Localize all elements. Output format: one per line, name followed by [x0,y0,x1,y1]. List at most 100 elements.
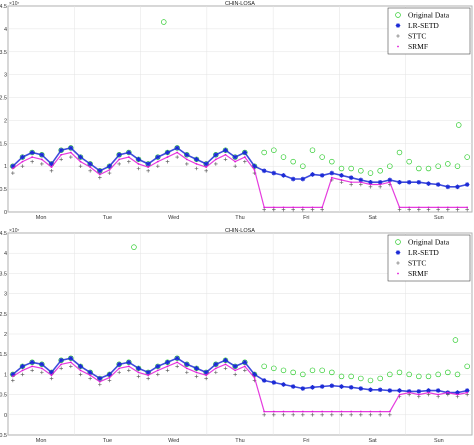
data-point [49,161,54,167]
data-point [243,365,246,368]
data-point [378,413,382,417]
data-point [261,378,267,383]
data-point [319,154,325,160]
data-point [445,369,451,376]
data-point [435,163,441,169]
data-point [437,206,440,209]
data-point [426,388,431,393]
data-point [69,155,73,159]
data-point [348,373,354,380]
data-point [406,158,412,165]
data-point [271,365,277,372]
data-point [243,159,247,164]
data-point [184,152,190,158]
data-point [282,410,285,413]
data-point [466,391,469,394]
data-point [340,410,343,413]
data-point [69,151,72,154]
x-tick-label: Tue [103,215,112,221]
data-point [224,363,227,366]
data-point [348,385,354,390]
data-point [300,371,306,378]
outlier-point [131,244,137,250]
data-point [339,180,344,185]
chart-title: CHIN-LOSA [225,1,255,7]
x-tick-label: Sun [434,438,444,444]
y-tick-label: 3.5 [0,271,7,277]
data-point [77,154,84,160]
legend-marker [395,239,401,245]
data-point [417,206,420,209]
data-point [446,207,450,212]
data-point [454,163,461,169]
y-tick-label: 1.5 [0,352,7,358]
x-tick-label: Fri [303,215,309,221]
x-tick-label: Wed [168,438,179,444]
data-point [358,177,364,183]
data-point [147,166,150,169]
data-point [78,372,83,377]
data-point [136,366,141,371]
data-point [271,170,277,176]
y-exponent-label: ×10⁷ [9,228,19,234]
data-point [426,207,431,212]
data-point [175,155,179,159]
data-point [40,158,43,161]
data-point [359,181,362,184]
data-point [147,374,150,377]
data-point [78,364,83,369]
y-tick-label: 4.5 [0,4,7,10]
data-point [368,179,373,185]
data-point [234,160,237,163]
data-point [117,370,121,375]
data-point [435,371,441,378]
legend-label: LR-SETD [408,248,439,257]
data-point [280,367,287,374]
data-point [301,206,304,209]
data-point [445,161,451,167]
chart-top: CHIN-LOSA ×10⁷ 0 0.5 1 1.5 2 2.5 3 3.5 4 4.5 Mon Tue W… [0,1,473,221]
legend-marker [395,250,401,255]
data-point [176,151,179,154]
data-point [406,179,412,185]
data-point [233,164,237,169]
data-point [359,410,362,413]
data-point [330,413,334,417]
data-point [397,207,402,212]
legend-box [387,7,471,55]
data-point [135,365,142,372]
data-point [262,207,266,212]
data-point [205,166,208,169]
data-point [445,184,451,190]
data-point [435,388,441,393]
y-tick-label: 1.5 [0,141,7,147]
y-tick-label: 2.5 [0,312,7,318]
data-point [20,154,25,160]
data-point [377,375,383,382]
data-point [156,160,159,163]
data-point [281,382,286,387]
data-point [29,359,35,365]
data-point [368,387,373,393]
data-point [406,371,412,378]
data-point [358,168,364,174]
data-point [166,365,169,368]
data-point [350,181,353,184]
data-point [329,158,335,165]
data-point [367,170,374,176]
x-tick-label: Sat [368,215,377,221]
legend-marker [396,261,400,265]
data-point [377,168,383,174]
data-point [348,175,354,180]
data-point [214,367,217,370]
data-point [21,369,24,372]
data-point [281,173,286,178]
data-point [446,206,449,209]
x-tick-label: Mon [36,215,47,221]
data-point [107,378,112,383]
data-point [175,364,179,369]
data-point [156,164,160,169]
data-point [454,371,461,378]
data-point [339,173,344,178]
